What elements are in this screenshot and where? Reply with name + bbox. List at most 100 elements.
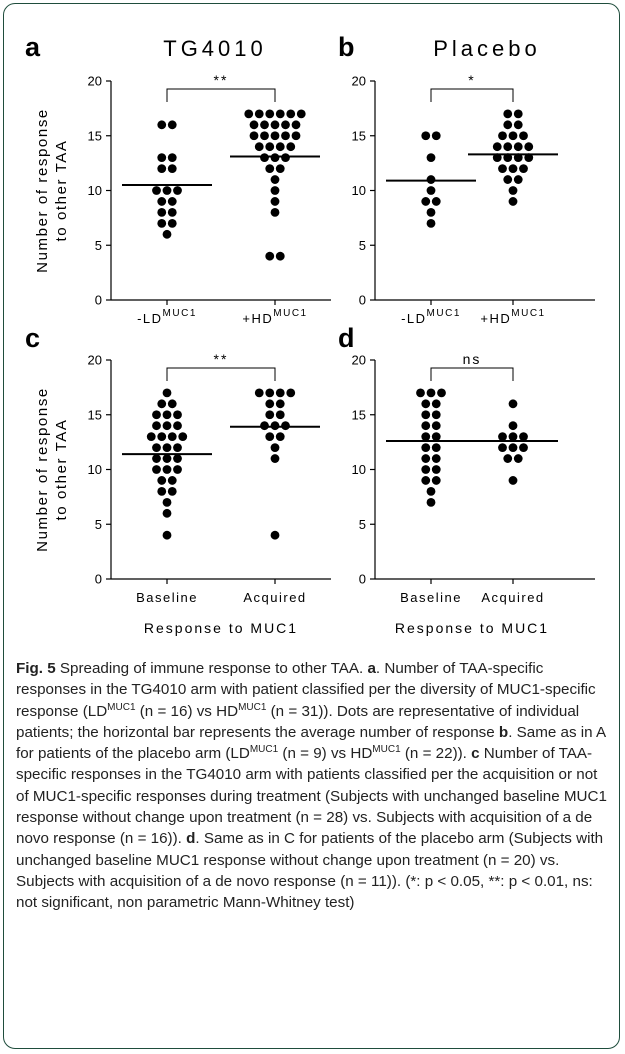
figure-caption: Fig. 5 Spreading of immune response to o… xyxy=(16,658,612,914)
panel-title: Placebo xyxy=(433,36,541,61)
data-point xyxy=(286,388,296,398)
data-point xyxy=(152,443,161,452)
data-point xyxy=(431,421,441,431)
caption-text-6: (n = 9) vs HD xyxy=(278,745,373,763)
panel-letter: d xyxy=(338,323,355,353)
significance-label: ** xyxy=(214,351,229,367)
data-point xyxy=(162,388,172,398)
data-point xyxy=(167,197,177,206)
data-point xyxy=(508,476,518,485)
data-point xyxy=(270,131,280,141)
data-point xyxy=(157,197,167,206)
data-point xyxy=(254,388,264,398)
significance-bracket xyxy=(166,88,276,102)
data-point xyxy=(173,465,182,474)
caption-text-7: (n = 22)). xyxy=(400,745,472,763)
data-point xyxy=(426,487,436,496)
data-point xyxy=(421,443,431,452)
y-tick-label: 20 xyxy=(352,74,366,89)
data-point xyxy=(508,131,518,141)
y-tick-label: 10 xyxy=(88,183,102,198)
data-point xyxy=(431,399,441,409)
data-point xyxy=(291,120,301,130)
x-tick-label: -LDMUC1 xyxy=(401,308,461,326)
data-point xyxy=(162,530,172,540)
y-tick-label: 15 xyxy=(352,128,366,143)
data-point xyxy=(503,142,513,152)
data-point xyxy=(157,218,167,228)
data-point xyxy=(421,410,431,420)
data-point xyxy=(244,109,254,119)
y-tick-label: 20 xyxy=(88,353,102,368)
y-tick-label: 20 xyxy=(88,74,102,89)
data-point xyxy=(437,388,446,398)
data-point xyxy=(426,175,436,184)
significance-label: ns xyxy=(463,351,482,367)
data-point xyxy=(275,109,285,119)
data-point xyxy=(416,388,425,398)
data-point xyxy=(162,508,172,518)
data-point xyxy=(275,410,285,420)
data-point xyxy=(152,186,161,195)
caption-text-3: (n = 16) vs HD xyxy=(135,702,239,720)
panel-d: d 0 5 10 15 20 Baseline Acquired Response to MUC… xyxy=(338,323,595,636)
caption-label-c: c xyxy=(471,745,480,763)
data-point xyxy=(270,197,280,206)
data-point xyxy=(421,131,431,141)
data-point xyxy=(270,530,280,540)
data-point xyxy=(291,131,301,141)
data-point xyxy=(431,454,441,463)
data-point xyxy=(426,153,436,163)
data-point xyxy=(513,142,523,152)
data-point xyxy=(254,142,264,152)
data-point xyxy=(426,388,436,398)
y-tick-label: 15 xyxy=(88,128,102,143)
data-point xyxy=(157,164,167,174)
data-point xyxy=(270,186,280,195)
x-tick-label: +HDMUC1 xyxy=(480,308,545,326)
x-tick-label: Baseline xyxy=(400,590,462,605)
data-point xyxy=(173,186,182,195)
data-point xyxy=(426,208,436,217)
data-point xyxy=(265,388,275,398)
data-point xyxy=(519,131,528,141)
data-point xyxy=(167,476,177,485)
data-point xyxy=(167,487,177,496)
x-tick-label: +HDMUC1 xyxy=(242,308,307,326)
data-point xyxy=(421,432,431,442)
data-point xyxy=(519,164,528,174)
data-point xyxy=(421,476,431,485)
y-axis-label-line: Number of response xyxy=(34,108,51,273)
data-point xyxy=(270,443,280,452)
data-point xyxy=(270,421,280,431)
data-point xyxy=(173,410,182,420)
y-tick-label: 15 xyxy=(352,407,366,422)
data-point xyxy=(162,465,172,474)
caption-label-d: d xyxy=(186,830,196,848)
data-point xyxy=(157,487,167,496)
x-axis-label: Response to MUC1 xyxy=(144,620,298,636)
data-point xyxy=(275,388,285,398)
data-point xyxy=(152,465,161,474)
y-axis-label-line: to other TAA xyxy=(53,139,70,241)
y-tick-label: 15 xyxy=(88,407,102,422)
data-point xyxy=(167,399,177,409)
data-point xyxy=(508,186,518,195)
data-point xyxy=(157,399,167,409)
y-tick-label: 5 xyxy=(95,517,102,532)
data-point xyxy=(513,109,523,119)
data-point xyxy=(426,497,436,507)
data-point xyxy=(173,421,182,431)
data-point xyxy=(265,142,275,152)
data-point xyxy=(421,465,431,474)
caption-sup-2: MUC1 xyxy=(238,701,267,713)
significance-label: ** xyxy=(214,72,229,88)
data-point xyxy=(157,476,167,485)
data-point xyxy=(281,131,290,141)
data-point xyxy=(513,153,523,163)
data-point xyxy=(162,186,172,195)
x-tick-label-sup: MUC1 xyxy=(427,308,461,319)
data-point xyxy=(492,142,502,152)
y-tick-label: 0 xyxy=(359,572,366,587)
panel-letter: a xyxy=(25,32,41,62)
